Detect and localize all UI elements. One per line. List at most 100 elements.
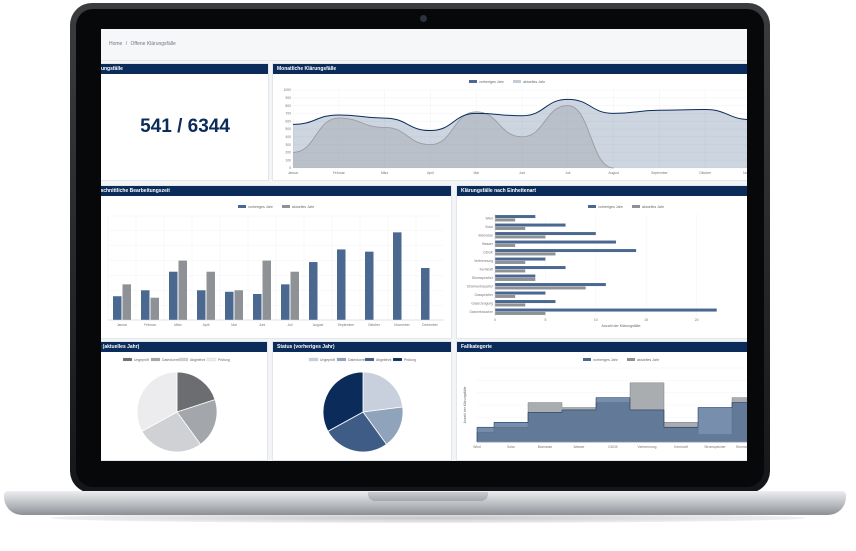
x-tick-label: August	[313, 323, 324, 327]
dashboard-screen: Home / Offene Klärungsfälle Offene Kläru…	[101, 29, 747, 461]
bar-previous	[495, 300, 556, 304]
unit-type-chart: vorheriges Jahr aktuelles Jahr 0 5 10 15 20 Anz…	[467, 205, 717, 328]
x-tick-label: Oktober	[368, 323, 381, 327]
x-tick-label: 15	[644, 318, 648, 322]
series-area-current	[293, 105, 614, 168]
x-tick-label: Solar	[507, 445, 516, 449]
y-tick-label: 600	[285, 119, 291, 123]
pie-slice	[322, 371, 364, 432]
x-axis-label: Anzahl der Klärungsfälle	[602, 324, 641, 328]
x-tick-label: Stromspeicher	[704, 445, 726, 449]
pie-slice	[176, 371, 216, 413]
bar-previous	[495, 223, 566, 227]
legend-swatch	[469, 80, 477, 83]
breadcrumb-separator: /	[125, 41, 128, 47]
x-tick-label: 20	[695, 318, 699, 322]
legend-swatch	[627, 358, 635, 361]
pie-slice	[136, 371, 178, 432]
bar-previous	[337, 249, 346, 320]
x-tick-label: 10	[594, 318, 598, 322]
pie-slice	[176, 399, 218, 445]
x-tick-label: Juli	[287, 323, 292, 327]
x-tick-label: Dezember	[422, 323, 439, 327]
y-tick-label: Gasspeicher	[474, 293, 493, 297]
legend-label: Ungeprüft	[320, 358, 335, 362]
legend-swatch	[308, 357, 319, 362]
y-tick-label: Kernkraft	[480, 267, 493, 271]
bar-current	[495, 243, 516, 247]
legend-label: vorheriges Jahr	[593, 358, 619, 362]
bar-current	[495, 277, 536, 281]
bar-current	[495, 260, 526, 264]
legend-swatch	[392, 357, 403, 362]
bar-current	[290, 271, 299, 320]
x-tick-label: Mai	[231, 323, 237, 327]
bar-current	[495, 303, 526, 307]
y-tick-label: 300	[285, 143, 291, 147]
bar-current	[178, 260, 187, 320]
laptop-notch	[368, 492, 488, 501]
legend-swatch	[632, 205, 640, 208]
bar-previous	[309, 262, 318, 320]
x-tick-label: 0	[494, 318, 496, 322]
series-line-current	[292, 105, 614, 169]
x-tick-label: Mai	[473, 171, 479, 175]
x-tick-label: Wasser	[573, 445, 585, 449]
panel-title: Durchschnittliche Bearbeitungszeit	[101, 186, 451, 196]
x-tick-label: August	[608, 171, 619, 175]
x-tick-label: Februar	[333, 171, 346, 175]
y-tick-label: 100	[285, 158, 291, 162]
legend-swatch	[122, 357, 133, 362]
bar-previous	[495, 308, 717, 312]
legend-label: Datenkorrektur	[348, 358, 371, 362]
legend-swatch	[150, 357, 161, 362]
kpi-open-cases: 541 / 6344	[140, 116, 230, 137]
panel-title: Status (vorheriges Jahr)	[273, 342, 451, 352]
x-tick-label: GDGK	[608, 445, 619, 449]
pie-slice	[362, 371, 404, 413]
pie-slice	[327, 411, 388, 453]
panel-status-current: Status (aktuelles Jahr) Ungeprüft Datenko…	[101, 341, 268, 461]
x-tick-label: Verbrennung	[638, 445, 657, 449]
panel-category: Fallkategorie vorheriges Jahr aktuelles J…	[456, 341, 747, 461]
bar-previous	[495, 266, 566, 270]
monthly-cases-chart: vorheriges Jahr aktuelles Jahr 0 100 200 300 4…	[283, 80, 747, 175]
x-tick-label: April	[203, 323, 210, 327]
bar-current	[495, 269, 526, 273]
status-previous-pie: Ungeprüft Datenkorrektur Abgelehnt Prüfung	[308, 357, 416, 453]
breadcrumb: Home / Offene Klärungsfälle	[109, 41, 178, 47]
panel-title: Klärungsfälle nach Einheitenart	[457, 186, 747, 196]
panel-status-previous: Status (vorheriges Jahr) Ungeprüft Datenk…	[272, 341, 452, 461]
bar-previous	[495, 232, 596, 236]
y-tick-label: 400	[285, 135, 291, 139]
y-tick-label: 700	[285, 112, 291, 116]
x-tick-label: Wind	[473, 445, 481, 449]
panel-title: Fallkategorie	[457, 342, 747, 352]
y-tick-label: Gasverbraucher	[469, 310, 494, 314]
legend-swatch	[588, 205, 596, 208]
legend-label: Abgelehnt	[376, 358, 391, 362]
legend-swatch	[583, 358, 591, 361]
case-category-chart: vorheriges Jahr aktuelles Jahr Anzahl der …	[463, 358, 747, 449]
y-tick-label: Wind	[485, 216, 493, 220]
y-tick-label: Biomasse	[479, 233, 494, 237]
legend-label: aktuelles Jahr	[292, 205, 315, 209]
panel-title: Status (aktuelles Jahr)	[101, 342, 267, 352]
bar-previous	[225, 291, 234, 320]
bar-previous	[495, 257, 546, 261]
bar-previous	[421, 268, 430, 320]
laptop-shadow	[50, 513, 806, 523]
legend-swatch	[364, 357, 375, 362]
breadcrumb-bar: Home / Offene Klärungsfälle	[101, 29, 747, 61]
bar-previous	[365, 251, 374, 320]
legend-swatch	[282, 205, 290, 208]
y-tick-label: Stromverbraucher	[467, 284, 494, 288]
panel-processing: Durchschnittliche Bearbeitungszeit vorhe…	[101, 185, 452, 339]
bar-previous	[113, 296, 122, 320]
bar-previous	[495, 291, 546, 295]
bar-previous	[281, 284, 290, 320]
y-tick-label: 800	[285, 104, 291, 108]
y-tick-label: Stromspeicher	[472, 276, 494, 280]
bar-previous	[197, 290, 206, 320]
breadcrumb-home[interactable]: Home	[109, 41, 123, 47]
